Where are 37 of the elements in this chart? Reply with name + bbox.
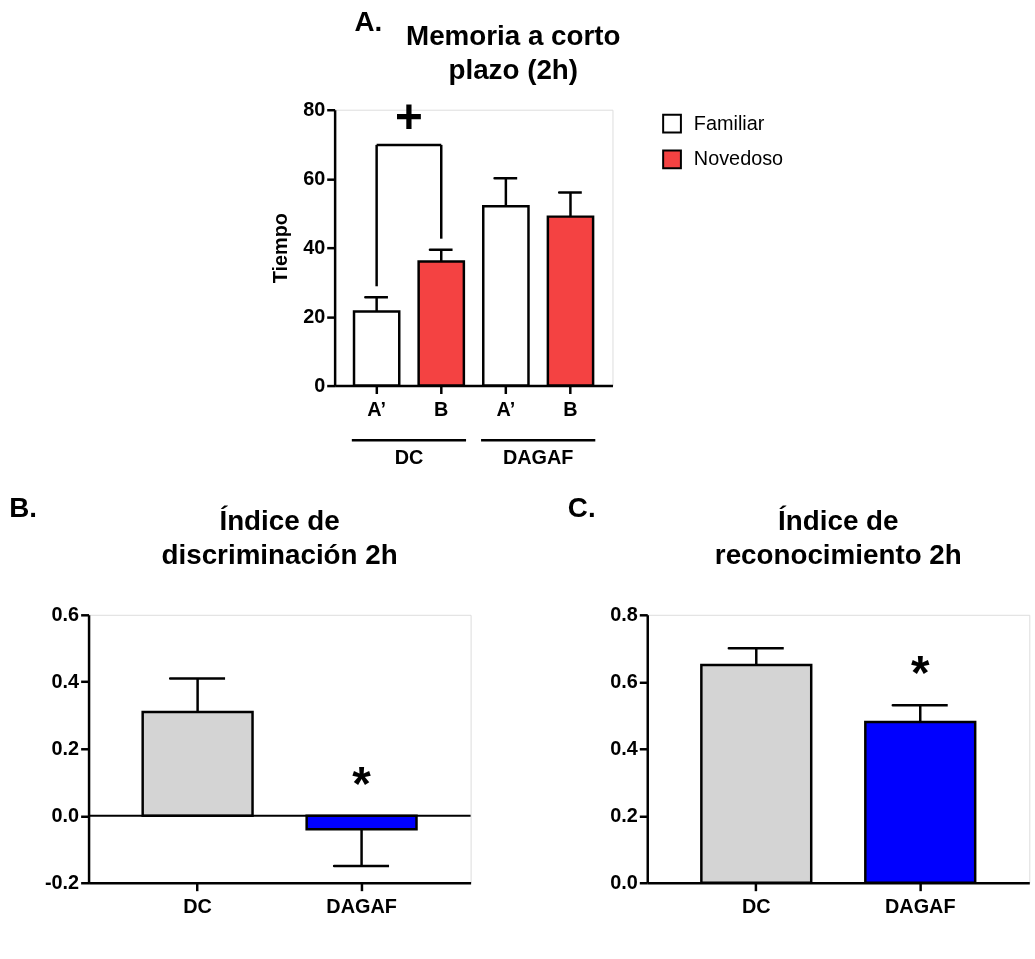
y-tick-label: 0.2 (610, 804, 638, 827)
text: A. (354, 6, 383, 38)
y-tick-label: 20 (303, 305, 326, 328)
x-tick-label: A’ (496, 397, 516, 420)
y-tick-label: 0.6 (51, 603, 80, 626)
y-tick-label: 0.4 (610, 737, 638, 760)
legend-label: Familiar (693, 111, 765, 134)
y-tick-label: 0.0 (610, 871, 638, 894)
chart-title: Índice de reconocimiento 2h (714, 505, 962, 571)
text: DC (394, 445, 424, 468)
x-tick-label: DC (183, 895, 212, 918)
chart-title: Índice de discriminación 2h (161, 505, 398, 571)
y-tick-label: 60 (303, 167, 326, 190)
legend-label: Novedoso (693, 147, 784, 170)
annotation: + (395, 89, 423, 143)
x-tick-label: B (434, 397, 449, 420)
y-tick-label: 0.8 (610, 603, 638, 626)
x-tick-label: DAGAF (885, 895, 956, 918)
y-tick-label: 0 (314, 374, 326, 397)
y-axis-title: Tiempo (269, 213, 292, 284)
text: C. (567, 491, 596, 523)
y-tick-label: 0.2 (51, 737, 80, 760)
y-tick-label: 80 (303, 98, 326, 121)
x-tick-label: A’ (367, 397, 386, 420)
x-tick-label: DC (741, 895, 771, 918)
y-tick-label: 40 (303, 236, 326, 259)
y-tick-label: 0.4 (51, 670, 80, 693)
annotation: * (910, 646, 930, 700)
x-tick-label: DAGAF (326, 895, 397, 918)
y-tick-label: 0.0 (51, 804, 80, 827)
annotation: * (352, 756, 372, 810)
x-tick-label: B (563, 397, 578, 420)
chart-title: Memoria a corto plazo (2h) (406, 20, 621, 85)
y-tick-label: 0.6 (610, 670, 638, 693)
y-tick-label: -0.2 (44, 871, 80, 894)
text: DAGAF (502, 445, 574, 468)
text: B. (9, 491, 37, 523)
